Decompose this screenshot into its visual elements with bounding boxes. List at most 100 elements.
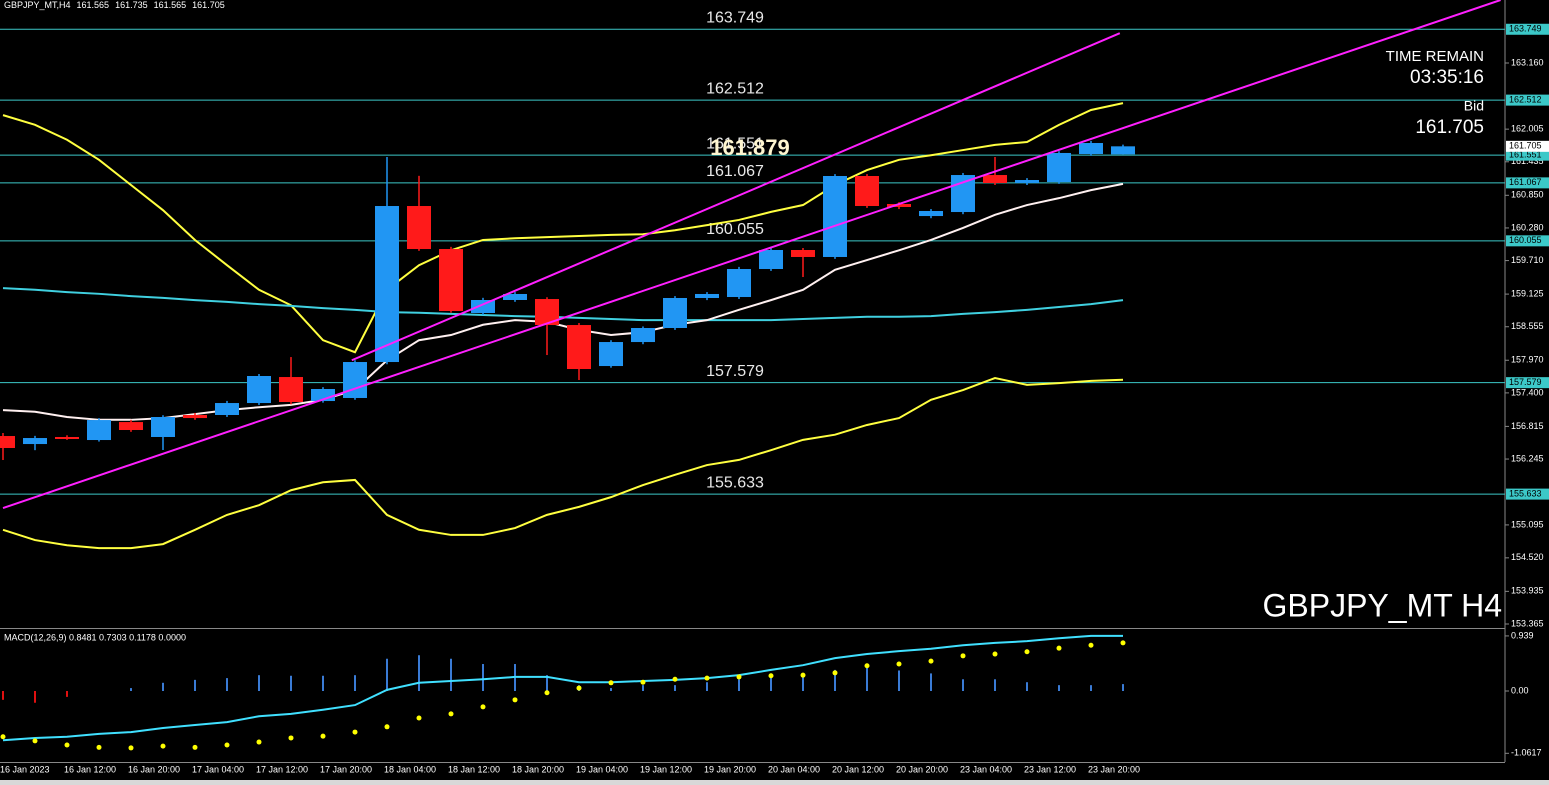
status-strip bbox=[0, 780, 1549, 785]
signal-dot bbox=[512, 697, 518, 703]
candle-body bbox=[55, 436, 79, 439]
level-label: 162.512 bbox=[706, 80, 764, 97]
y-tick-label: 157.970 bbox=[1511, 355, 1544, 365]
level-label: 155.633 bbox=[706, 474, 764, 491]
ohlc-value: 161.565 bbox=[154, 0, 187, 10]
signal-dot bbox=[128, 745, 134, 751]
y-tick-label: 0.939 bbox=[1511, 630, 1534, 640]
price-label: 161.879 bbox=[710, 135, 790, 160]
candle-body bbox=[119, 422, 143, 431]
candle-body bbox=[1015, 180, 1039, 183]
y-tick-label: 153.365 bbox=[1511, 618, 1544, 628]
signal-dot bbox=[608, 680, 614, 686]
x-tick-label: 16 Jan 12:00 bbox=[64, 764, 116, 774]
candle-body bbox=[215, 403, 239, 416]
x-tick-label: 19 Jan 12:00 bbox=[640, 764, 692, 774]
candle-body bbox=[151, 417, 175, 437]
signal-dot bbox=[992, 651, 998, 657]
candle-body bbox=[87, 420, 111, 441]
symbol-name: GBPJPY_MT,H4 bbox=[4, 0, 71, 10]
x-tick-label: 20 Jan 12:00 bbox=[832, 764, 884, 774]
signal-dot bbox=[704, 675, 710, 681]
bid-label: Bid bbox=[1464, 98, 1484, 114]
x-tick-label: 19 Jan 20:00 bbox=[704, 764, 756, 774]
candle-body bbox=[695, 293, 719, 298]
y-tick-label: 0.00 bbox=[1511, 685, 1529, 695]
time-remain: 03:35:16 bbox=[1410, 67, 1484, 88]
candle-body bbox=[503, 293, 527, 300]
y-tick-label: -1.0617 bbox=[1511, 748, 1542, 758]
candle-body bbox=[407, 206, 431, 250]
x-tick-label: 23 Jan 04:00 bbox=[960, 764, 1012, 774]
candle-body bbox=[439, 249, 463, 311]
y-tick-label: 161.435 bbox=[1511, 156, 1544, 166]
y-tick-label: 160.850 bbox=[1511, 190, 1544, 200]
watermark: GBPJPY_MT H4 bbox=[1263, 587, 1502, 623]
signal-dot bbox=[416, 715, 422, 721]
level-label: 160.055 bbox=[706, 221, 764, 238]
candle-body bbox=[343, 362, 367, 398]
signal-dot bbox=[864, 663, 870, 669]
y-tick-label: 153.935 bbox=[1511, 586, 1544, 596]
candle-body bbox=[247, 375, 271, 404]
signal-dot bbox=[672, 676, 678, 682]
x-tick-label: 19 Jan 04:00 bbox=[576, 764, 628, 774]
level-tag bbox=[1506, 94, 1549, 106]
signal-dot bbox=[192, 744, 198, 750]
signal-dot bbox=[352, 729, 358, 735]
signal-dot bbox=[1056, 645, 1062, 651]
y-tick-label: 155.095 bbox=[1511, 519, 1544, 529]
x-tick-label: 20 Jan 20:00 bbox=[896, 764, 948, 774]
x-tick-label: 20 Jan 04:00 bbox=[768, 764, 820, 774]
signal-dot bbox=[160, 743, 166, 749]
level-tag-label: 161.067 bbox=[1509, 177, 1542, 187]
candle-body bbox=[951, 175, 975, 213]
y-tick-label: 156.245 bbox=[1511, 453, 1544, 463]
indicator-title: MACD(12,26,9) 0.8481 0.7303 0.1178 0.000… bbox=[4, 632, 186, 642]
candle-body bbox=[1079, 143, 1103, 155]
candle-body bbox=[727, 269, 751, 298]
y-tick-label: 154.520 bbox=[1511, 552, 1544, 562]
signal-dot bbox=[1120, 640, 1126, 646]
level-tag bbox=[1506, 177, 1549, 189]
signal-dot bbox=[576, 685, 582, 691]
indicator-line bbox=[2, 182, 1124, 421]
y-tick-label: 162.005 bbox=[1511, 124, 1544, 134]
signal-dot bbox=[448, 711, 454, 717]
level-tag bbox=[1506, 23, 1549, 35]
current-price-label: 161.705 bbox=[1509, 141, 1542, 151]
level-label: 161.067 bbox=[706, 163, 764, 180]
level-tag-label: 162.512 bbox=[1509, 94, 1542, 104]
candle-body bbox=[631, 328, 655, 343]
level-tag-label: 155.633 bbox=[1509, 488, 1542, 498]
signal-dot bbox=[256, 739, 262, 745]
x-tick-label: 17 Jan 12:00 bbox=[256, 764, 308, 774]
candle-body bbox=[471, 299, 495, 313]
level-tag bbox=[1506, 377, 1549, 389]
x-tick-label: 18 Jan 12:00 bbox=[448, 764, 500, 774]
signal-dot bbox=[960, 653, 966, 659]
symbol-header: GBPJPY_MT,H4 161.565 161.735 161.565 161.705 bbox=[4, 0, 225, 10]
level-label: 163.749 bbox=[706, 9, 764, 26]
y-tick-label: 160.280 bbox=[1511, 222, 1544, 232]
x-tick-label: 23 Jan 12:00 bbox=[1024, 764, 1076, 774]
bid-value: 161.705 bbox=[1415, 117, 1484, 138]
x-tick-label: 23 Jan 20:00 bbox=[1088, 764, 1140, 774]
signal-dot bbox=[832, 670, 838, 676]
level-tag-label: 161.551 bbox=[1509, 150, 1542, 160]
signal-dot bbox=[896, 661, 902, 667]
current-price-tag bbox=[1506, 140, 1549, 152]
indicator-line bbox=[2, 102, 1124, 354]
candle-body bbox=[791, 249, 815, 257]
signal-dot bbox=[928, 658, 934, 664]
x-tick-label: 17 Jan 04:00 bbox=[192, 764, 244, 774]
candle-body bbox=[663, 297, 687, 329]
level-tag bbox=[1506, 235, 1549, 247]
signal-dot bbox=[384, 724, 390, 730]
signal-dot bbox=[768, 673, 774, 679]
level-tag-label: 160.055 bbox=[1509, 235, 1542, 245]
x-tick-label: 17 Jan 20:00 bbox=[320, 764, 372, 774]
